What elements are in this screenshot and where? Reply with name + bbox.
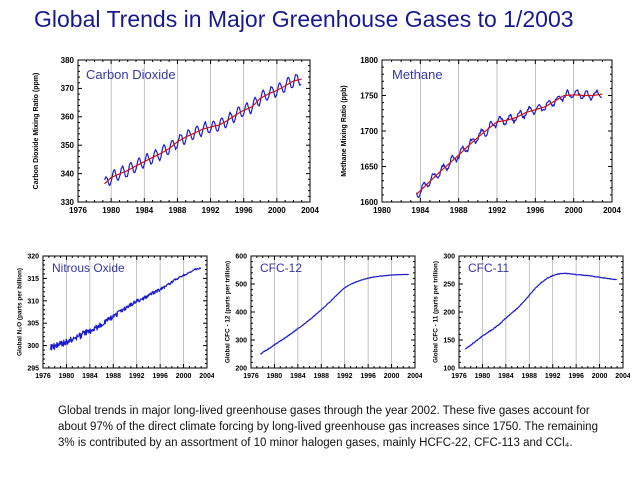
- cfc-12-plot: 1976 1980 1984 1988 1992 1996 2000 2004 200 300 40…: [224, 253, 422, 380]
- svg-text:350: 350: [61, 141, 75, 150]
- cfc-11-plot: 1976 1980 1984 1988 1992 1996 2000 2004 100 150 20…: [432, 253, 630, 380]
- chart-nitrous-oxide: 1976 1980 1984 1988 1992 1996 2000 2004 295 300 30…: [12, 248, 214, 390]
- svg-text:1996: 1996: [526, 206, 544, 215]
- svg-text:305: 305: [27, 321, 39, 328]
- svg-text:2000: 2000: [565, 206, 583, 215]
- svg-text:1988: 1988: [450, 206, 468, 215]
- svg-text:Global N₂O (parts per billion): Global N₂O (parts per billion): [16, 268, 23, 356]
- svg-text:1992: 1992: [202, 206, 220, 215]
- svg-text:500: 500: [235, 281, 247, 288]
- svg-text:320: 320: [27, 253, 39, 260]
- svg-text:1976: 1976: [69, 206, 87, 215]
- bottom-chart-row: 1976 1980 1984 1988 1992 1996 2000 2004 295 300 30…: [12, 248, 630, 390]
- page-title: Global Trends in Major Greenhouse Gases …: [34, 6, 574, 32]
- svg-text:1984: 1984: [135, 206, 153, 215]
- svg-text:300: 300: [443, 253, 455, 260]
- svg-text:340: 340: [61, 169, 75, 178]
- svg-text:370: 370: [61, 84, 75, 93]
- svg-text:2000: 2000: [592, 373, 608, 380]
- svg-text:Global CFC - 11 (parts per tri: Global CFC - 11 (parts per trillion): [432, 261, 439, 363]
- svg-text:330: 330: [61, 198, 75, 207]
- chart-title-cfc-11: CFC-11: [468, 261, 510, 275]
- svg-text:1996: 1996: [235, 206, 253, 215]
- svg-text:300: 300: [27, 343, 39, 350]
- svg-text:2004: 2004: [301, 206, 319, 215]
- chart-carbon-dioxide: 1976 1980 1984 1988 1992 1996 2000 2004 330 340 35…: [28, 52, 320, 224]
- svg-text:1980: 1980: [102, 206, 120, 215]
- svg-text:1992: 1992: [488, 206, 506, 215]
- svg-text:150: 150: [443, 337, 455, 344]
- svg-text:315: 315: [27, 276, 39, 283]
- svg-text:2000: 2000: [384, 373, 400, 380]
- svg-text:1800: 1800: [360, 56, 378, 65]
- svg-text:295: 295: [27, 365, 39, 372]
- svg-text:100: 100: [443, 365, 455, 372]
- chart-title-carbon-dioxide: Carbon Dioxide: [86, 67, 176, 82]
- top-chart-row: 1976 1980 1984 1988 1992 1996 2000 2004 330 340 35…: [28, 52, 624, 224]
- svg-text:1992: 1992: [545, 373, 561, 380]
- methane-plot: 1980 1984 1988 1992 1996 2000 2004 1600 1650 1700…: [341, 56, 621, 215]
- svg-text:200: 200: [443, 309, 455, 316]
- svg-text:2000: 2000: [176, 373, 192, 380]
- svg-text:1976: 1976: [35, 373, 51, 380]
- svg-text:1976: 1976: [451, 373, 467, 380]
- svg-text:380: 380: [61, 56, 75, 65]
- svg-text:1996: 1996: [152, 373, 168, 380]
- svg-text:1980: 1980: [267, 373, 283, 380]
- svg-text:200: 200: [235, 365, 247, 372]
- svg-text:1984: 1984: [498, 373, 514, 380]
- svg-text:1976: 1976: [243, 373, 259, 380]
- svg-text:2004: 2004: [407, 373, 422, 380]
- svg-text:1992: 1992: [337, 373, 353, 380]
- svg-text:Methane Mixing Ratio (ppb): Methane Mixing Ratio (ppb): [341, 85, 348, 176]
- svg-text:300: 300: [235, 337, 247, 344]
- svg-text:1996: 1996: [568, 373, 584, 380]
- svg-text:1650: 1650: [360, 162, 378, 171]
- carbon-dioxide-plot: 1976 1980 1984 1988 1992 1996 2000 2004 330 340 35…: [33, 56, 319, 215]
- svg-text:1980: 1980: [475, 373, 491, 380]
- svg-text:2004: 2004: [615, 373, 630, 380]
- svg-text:1988: 1988: [521, 373, 537, 380]
- chart-title-methane: Methane: [392, 67, 443, 82]
- svg-text:360: 360: [61, 113, 75, 122]
- chart-methane: 1980 1984 1988 1992 1996 2000 2004 1600 1650 1700…: [336, 52, 624, 224]
- svg-text:1600: 1600: [360, 198, 378, 207]
- svg-text:1750: 1750: [360, 91, 378, 100]
- svg-text:1700: 1700: [360, 127, 378, 136]
- figure-caption: Global trends in major long-lived greenh…: [58, 405, 598, 449]
- svg-text:400: 400: [235, 309, 247, 316]
- svg-text:Global CFC - 12 (parts per tri: Global CFC - 12 (parts per trillion): [224, 261, 231, 363]
- svg-text:1988: 1988: [105, 373, 121, 380]
- svg-text:1996: 1996: [360, 373, 376, 380]
- svg-text:1984: 1984: [290, 373, 306, 380]
- chart-cfc-12: 1976 1980 1984 1988 1992 1996 2000 2004 200 300 40…: [220, 248, 422, 390]
- svg-text:1988: 1988: [313, 373, 329, 380]
- svg-text:Carbon Dioxide Mixing Ratio (p: Carbon Dioxide Mixing Ratio (ppm): [33, 73, 40, 190]
- svg-text:2004: 2004: [199, 373, 214, 380]
- svg-text:2000: 2000: [268, 206, 286, 215]
- svg-text:1980: 1980: [373, 206, 391, 215]
- svg-text:1984: 1984: [411, 206, 429, 215]
- svg-text:1988: 1988: [169, 206, 187, 215]
- svg-text:1992: 1992: [129, 373, 145, 380]
- chart-cfc-11: 1976 1980 1984 1988 1992 1996 2000 2004 100 150 20…: [428, 248, 630, 390]
- svg-text:250: 250: [443, 281, 455, 288]
- svg-text:1980: 1980: [59, 373, 75, 380]
- svg-text:1984: 1984: [82, 373, 98, 380]
- nitrous-oxide-plot: 1976 1980 1984 1988 1992 1996 2000 2004 295 300 30…: [16, 253, 214, 380]
- svg-text:2004: 2004: [603, 206, 621, 215]
- svg-text:310: 310: [27, 298, 39, 305]
- svg-text:600: 600: [235, 253, 247, 260]
- chart-title-nitrous-oxide: Nitrous Oxide: [52, 261, 125, 275]
- chart-title-cfc-12: CFC-12: [260, 261, 303, 275]
